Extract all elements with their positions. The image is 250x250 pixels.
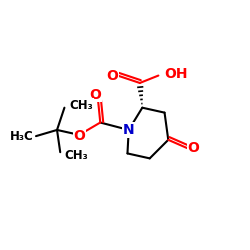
Text: O: O: [106, 68, 118, 82]
Text: O: O: [73, 129, 85, 143]
Text: O: O: [90, 88, 101, 102]
Text: N: N: [123, 123, 134, 137]
Text: O: O: [188, 142, 200, 156]
Text: CH₃: CH₃: [70, 99, 94, 112]
Text: CH₃: CH₃: [65, 150, 88, 162]
Text: OH: OH: [164, 67, 188, 81]
Text: H₃C: H₃C: [10, 130, 34, 142]
